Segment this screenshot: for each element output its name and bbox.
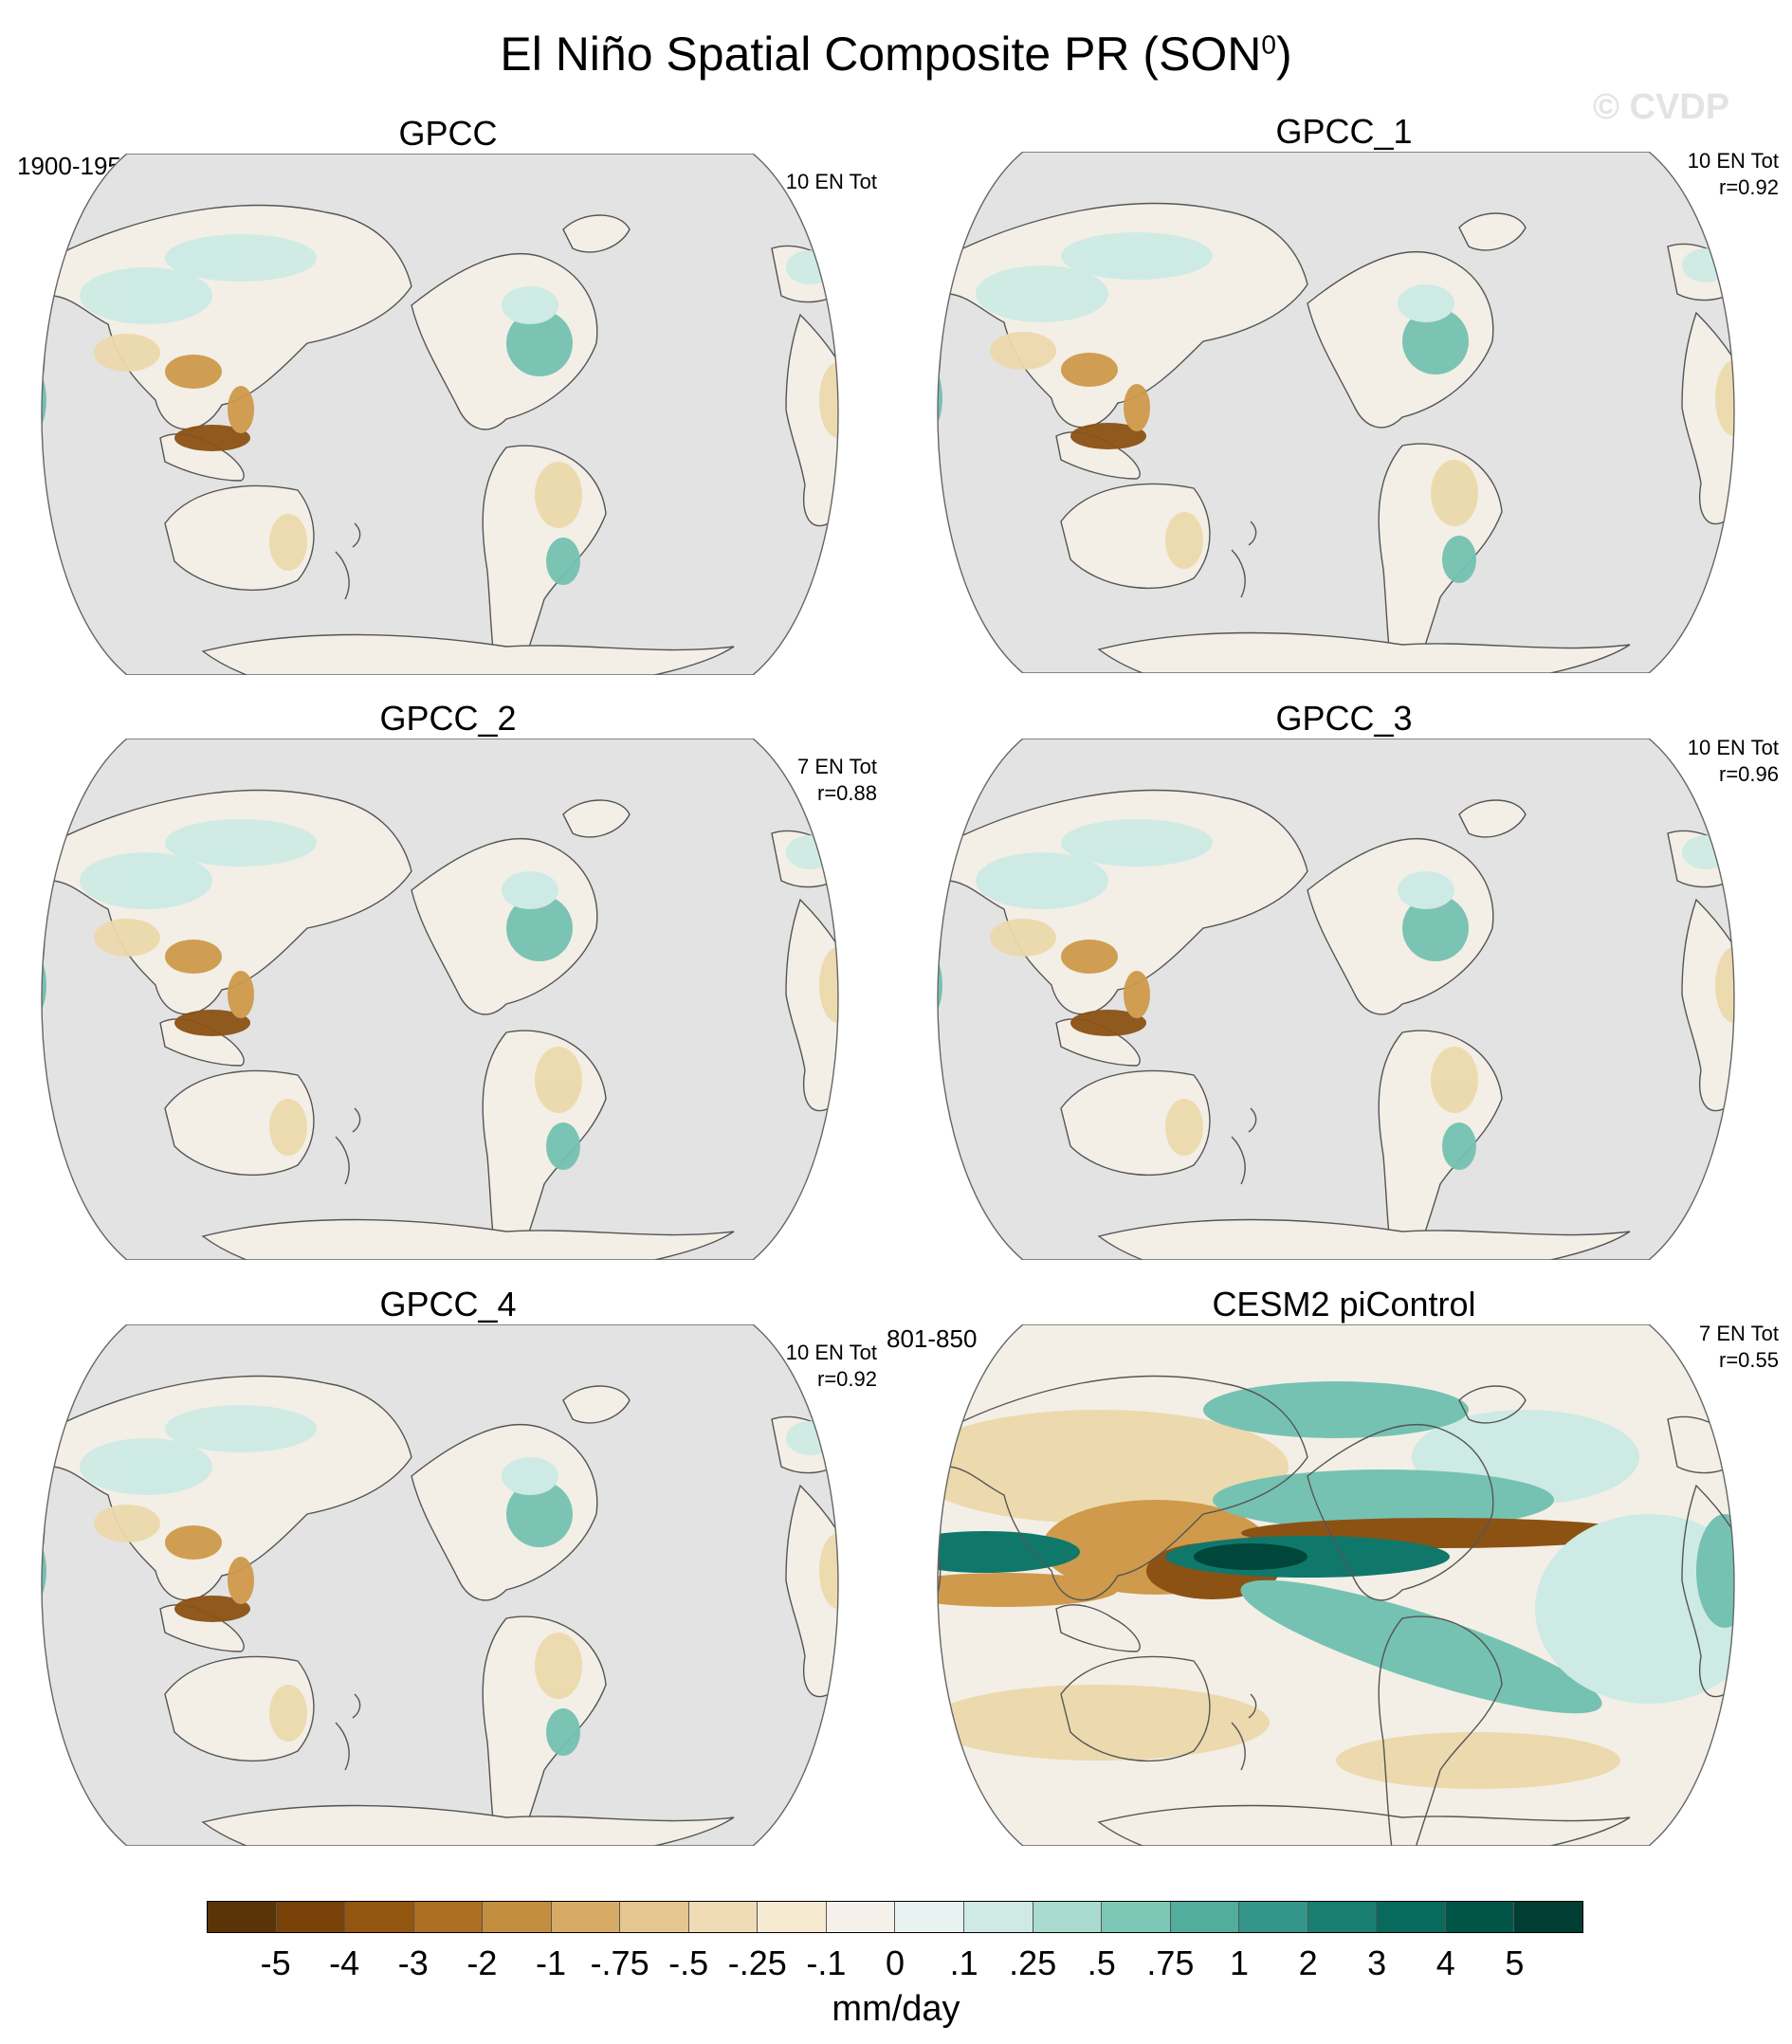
map-panel-gpcc4: GPCC_4 10 EN Tot r=0.92 (0, 1285, 896, 1872)
colorbar-cell (413, 1902, 484, 1932)
stat-label: 10 EN Tot (786, 169, 877, 195)
world-map (41, 154, 839, 675)
colorbar-cell (551, 1902, 621, 1932)
colorbar-cell (758, 1902, 827, 1932)
colorbar-cell (688, 1902, 759, 1932)
colorbar-units: mm/day (832, 1989, 960, 2029)
colorbar-cell (1377, 1902, 1446, 1932)
colorbar-tick-label: -.1 (806, 1944, 847, 1982)
panel-title: CESM2 piControl (1212, 1285, 1476, 1323)
colorbar-tick-label: .5 (1087, 1944, 1116, 1982)
precip-anomaly-patches (42, 234, 838, 585)
colorbar-tick-label: 5 (1505, 1944, 1525, 1982)
colorbar-cell (620, 1902, 689, 1932)
stat-label: 10 EN Tot r=0.92 (786, 1340, 877, 1393)
panel-title: GPCC_3 (1275, 699, 1413, 738)
colorbar-tick-label: -.25 (727, 1944, 787, 1982)
figure-title: El Niño Spatial Composite PR (SON0) (500, 27, 1292, 81)
colorbar-cell (1445, 1902, 1515, 1932)
colorbar-cell (895, 1902, 965, 1932)
map-panel-gpcc1: GPCC_1 10 EN Tot r=0.92 (896, 112, 1792, 700)
panel-title: GPCC_4 (379, 1285, 517, 1323)
stat-label: 7 EN Tot r=0.55 (1699, 1321, 1779, 1374)
colorbar-cell (1239, 1902, 1308, 1932)
period-label: 801-850 (887, 1324, 978, 1353)
colorbar-ticks: -5 -4 -3 -2 -1 -.75 -.5 -.25 -.1 0 .1 .25 .5 .75 1 2 3 4 5 (207, 1944, 1583, 1985)
colorbar-tick-label: .1 (949, 1944, 978, 1982)
colorbar-cell (1102, 1902, 1171, 1932)
event-count: 10 EN Tot (785, 1341, 877, 1364)
pattern-correlation: r=0.92 (817, 1367, 877, 1391)
colorbar-tick-label: -5 (260, 1944, 291, 1982)
colorbar-cell (1514, 1902, 1582, 1932)
panel-title: GPCC_1 (1275, 112, 1413, 151)
colorbar-cell (1170, 1902, 1240, 1932)
colorbar-tick-label: 0 (885, 1944, 905, 1982)
event-count: 7 EN Tot (1699, 1322, 1779, 1345)
colorbar-tick-label: -.75 (590, 1944, 649, 1982)
pattern-correlation: r=0.96 (1719, 762, 1779, 786)
colorbar-cell (826, 1902, 896, 1932)
colorbar-tick-label: -3 (397, 1944, 429, 1982)
colorbar-tick-label: .25 (1009, 1944, 1057, 1982)
world-map (937, 152, 1735, 673)
precip-anomaly-patches (938, 819, 1734, 1170)
map-panel-gpcc3: GPCC_3 10 EN Tot r=0.96 (896, 699, 1792, 1287)
colorbar-cell (276, 1902, 346, 1932)
precip-anomaly-field (938, 1324, 1734, 1846)
colorbar (207, 1901, 1583, 1933)
map-panel-gpcc2: GPCC_2 7 EN Tot r=0.88 (0, 699, 896, 1287)
watermark: © CVDP (1593, 87, 1730, 127)
colorbar-tick-label: -1 (535, 1944, 567, 1982)
panel-title: GPCC (398, 114, 498, 153)
pattern-correlation: r=0.92 (1719, 175, 1779, 199)
colorbar-tick-label: 3 (1367, 1944, 1387, 1982)
stat-label: 10 EN Tot r=0.96 (1688, 735, 1779, 788)
colorbar-cell (345, 1902, 414, 1932)
land-masses (938, 202, 1734, 673)
colorbar-cell (1033, 1902, 1103, 1932)
event-count: 10 EN Tot (1687, 149, 1779, 173)
event-count: 7 EN Tot (797, 755, 877, 778)
map-panel-gpcc: GPCC 1900-1950 10 EN Tot (0, 114, 896, 702)
map-panel-cesm2: CESM2 piControl 801-850 7 EN Tot r=0.55 (887, 1285, 1792, 1872)
colorbar-tick-label: 4 (1435, 1944, 1455, 1982)
colorbar-cell (1307, 1902, 1378, 1932)
world-map (937, 739, 1735, 1260)
stat-label: 10 EN Tot r=0.92 (1688, 148, 1779, 201)
colorbar-tick-label: .75 (1146, 1944, 1195, 1982)
pattern-correlation: r=0.88 (817, 781, 877, 805)
event-count: 10 EN Tot (1687, 736, 1779, 759)
precip-anomaly-patches (938, 232, 1734, 583)
colorbar-tick-label: 1 (1229, 1944, 1250, 1982)
colorbar-cell (208, 1902, 277, 1932)
world-map (937, 1324, 1735, 1846)
colorbar-tick-label: -2 (466, 1944, 498, 1982)
land-masses (938, 1375, 1734, 1846)
event-count: 10 EN Tot (785, 170, 877, 193)
colorbar-cell (483, 1902, 552, 1932)
stat-label: 7 EN Tot r=0.88 (797, 754, 877, 807)
panel-title: GPCC_2 (379, 699, 517, 738)
world-map (41, 1324, 839, 1846)
colorbar-tick-label: -.5 (668, 1944, 709, 1982)
colorbar-tick-label: -4 (329, 1944, 360, 1982)
pattern-correlation: r=0.55 (1719, 1348, 1779, 1372)
colorbar-cell (964, 1902, 1033, 1932)
world-map (41, 739, 839, 1260)
colorbar-tick-label: 2 (1298, 1944, 1318, 1982)
